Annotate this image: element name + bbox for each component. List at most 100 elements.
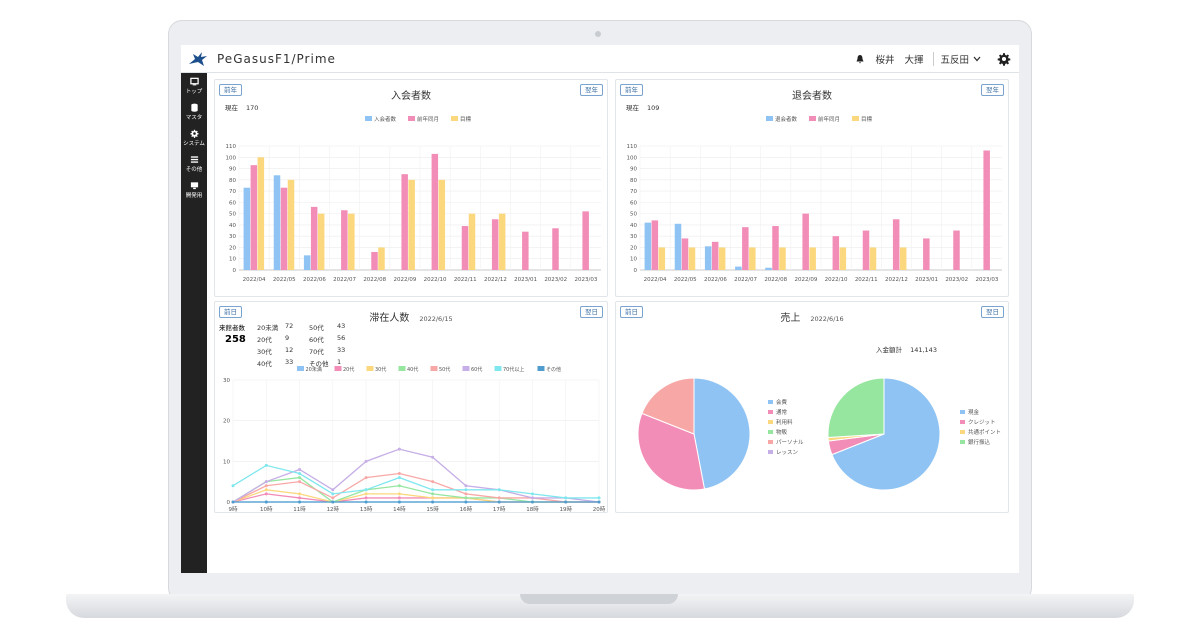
panel-title: 滞在人数 2022/6/15: [215, 309, 607, 324]
legend-label: 銀行振込: [968, 438, 991, 446]
panel-title: 入会者数: [391, 91, 431, 102]
legend-label: 利用料: [776, 418, 793, 426]
next-day-button[interactable]: 翌日: [981, 306, 1004, 318]
y-tick-label: 80: [229, 178, 236, 184]
bar: [711, 241, 719, 270]
legend-label: 物販: [776, 428, 788, 436]
legend-label: 通常: [776, 408, 788, 416]
y-tick-label: 70: [229, 189, 236, 195]
age-label: 20未満: [257, 324, 279, 332]
legend-label: 20代: [343, 366, 354, 373]
data-point: [397, 447, 401, 451]
legend-swatch: [334, 366, 342, 371]
prev-year-button[interactable]: 前年: [219, 84, 242, 96]
series-line: [232, 464, 599, 499]
panel-leave: 前年 退会者数 翌年 現在 109 退会者数 前年同月 目標 0 10 20 30 40 50 60…: [615, 79, 1009, 297]
sidebar-item-label: 開発用: [185, 193, 203, 199]
legend-label: 退会者数: [775, 115, 798, 123]
y-tick-label: 20: [630, 245, 637, 251]
data-point: [298, 492, 302, 496]
next-year-button[interactable]: 翌年: [580, 84, 603, 96]
next-day-button[interactable]: 翌日: [580, 306, 603, 318]
x-tick-label: 14時: [393, 505, 406, 512]
data-point: [497, 500, 501, 504]
bar: [832, 236, 840, 270]
prev-day-button[interactable]: 前日: [620, 306, 643, 318]
y-tick-label: 20: [229, 245, 236, 251]
data-point: [264, 492, 268, 496]
legend-swatch: [451, 116, 458, 121]
laptop-notch: [520, 594, 678, 604]
gear-icon[interactable]: [997, 52, 1011, 66]
bar: [438, 179, 446, 270]
x-tick-label: 2023/03: [975, 277, 998, 283]
x-tick-label: 18時: [526, 505, 539, 512]
data-point: [298, 467, 302, 471]
sidebar-item-label: マスタ: [185, 115, 203, 121]
y-tick-label: 70: [630, 189, 637, 195]
bar: [892, 219, 900, 270]
series-line: [232, 472, 599, 503]
legend-swatch: [768, 430, 773, 434]
data-point: [597, 496, 601, 500]
data-point: [231, 484, 235, 488]
x-tick-label: 15時: [426, 505, 439, 512]
y-tick-label: 0: [233, 268, 237, 274]
data-point: [264, 480, 268, 484]
legend-swatch: [768, 410, 773, 414]
bar: [498, 213, 506, 270]
sidebar-item-system[interactable]: システム: [181, 125, 207, 151]
sidebar-item-label: システム: [183, 141, 205, 147]
data-point: [298, 480, 302, 484]
chevron-down-icon: [973, 56, 981, 62]
store-select[interactable]: 五反田: [933, 52, 981, 66]
sidebar-item-dev[interactable]: 開発用: [181, 177, 207, 203]
sidebar-item-other[interactable]: その他: [181, 151, 207, 177]
legend-label: 目標: [460, 115, 472, 123]
legend-label: 会費: [776, 398, 788, 406]
panel-title: 退会者数: [792, 91, 832, 102]
bar: [257, 157, 265, 270]
database-icon: [190, 103, 198, 112]
sidebar-item-label: その他: [185, 167, 203, 173]
age-value: 43: [337, 322, 346, 330]
legend-label: 40代: [407, 366, 418, 373]
bell-icon[interactable]: [855, 54, 865, 64]
legend-label: 70代以上: [503, 366, 524, 373]
bar: [280, 187, 288, 270]
data-point: [431, 480, 435, 484]
legend-swatch: [297, 366, 304, 371]
panel-sales: 前日 売上 2022/6/16 翌日 入金額計 141,143 会費 通常 利用料 物販…: [615, 301, 1009, 513]
next-year-button[interactable]: 翌年: [981, 84, 1004, 96]
y-tick-label: 30: [223, 378, 230, 384]
legend-swatch: [852, 116, 859, 121]
camera-icon: [595, 31, 601, 37]
legend-swatch: [537, 366, 545, 371]
sales-total-value: 141,143: [910, 346, 937, 354]
pie-slice: [637, 412, 706, 491]
sidebar-item-top[interactable]: トップ: [181, 73, 207, 99]
data-point: [530, 496, 534, 500]
bar: [310, 206, 318, 270]
age-value: 33: [285, 358, 294, 366]
bar: [983, 150, 990, 270]
data-point: [397, 476, 401, 480]
data-point: [431, 492, 435, 496]
panel-date: 2022/6/15: [419, 315, 453, 323]
legend-swatch: [960, 440, 965, 444]
prev-day-button[interactable]: 前日: [219, 306, 242, 318]
data-point: [264, 484, 268, 488]
bar: [862, 230, 870, 270]
x-tick-label: 2022/09: [393, 277, 416, 283]
sidebar-item-master[interactable]: マスタ: [181, 99, 207, 125]
data-point: [464, 492, 468, 496]
age-value: 12: [285, 346, 294, 354]
data-point: [431, 455, 435, 459]
data-point: [264, 488, 268, 492]
bar: [802, 213, 809, 270]
prev-year-button[interactable]: 前年: [620, 84, 643, 96]
bar: [674, 223, 682, 270]
sales-total: 入金額計 141,143: [876, 344, 937, 354]
y-tick-label: 90: [229, 167, 236, 173]
y-tick-label: 10: [630, 257, 637, 263]
